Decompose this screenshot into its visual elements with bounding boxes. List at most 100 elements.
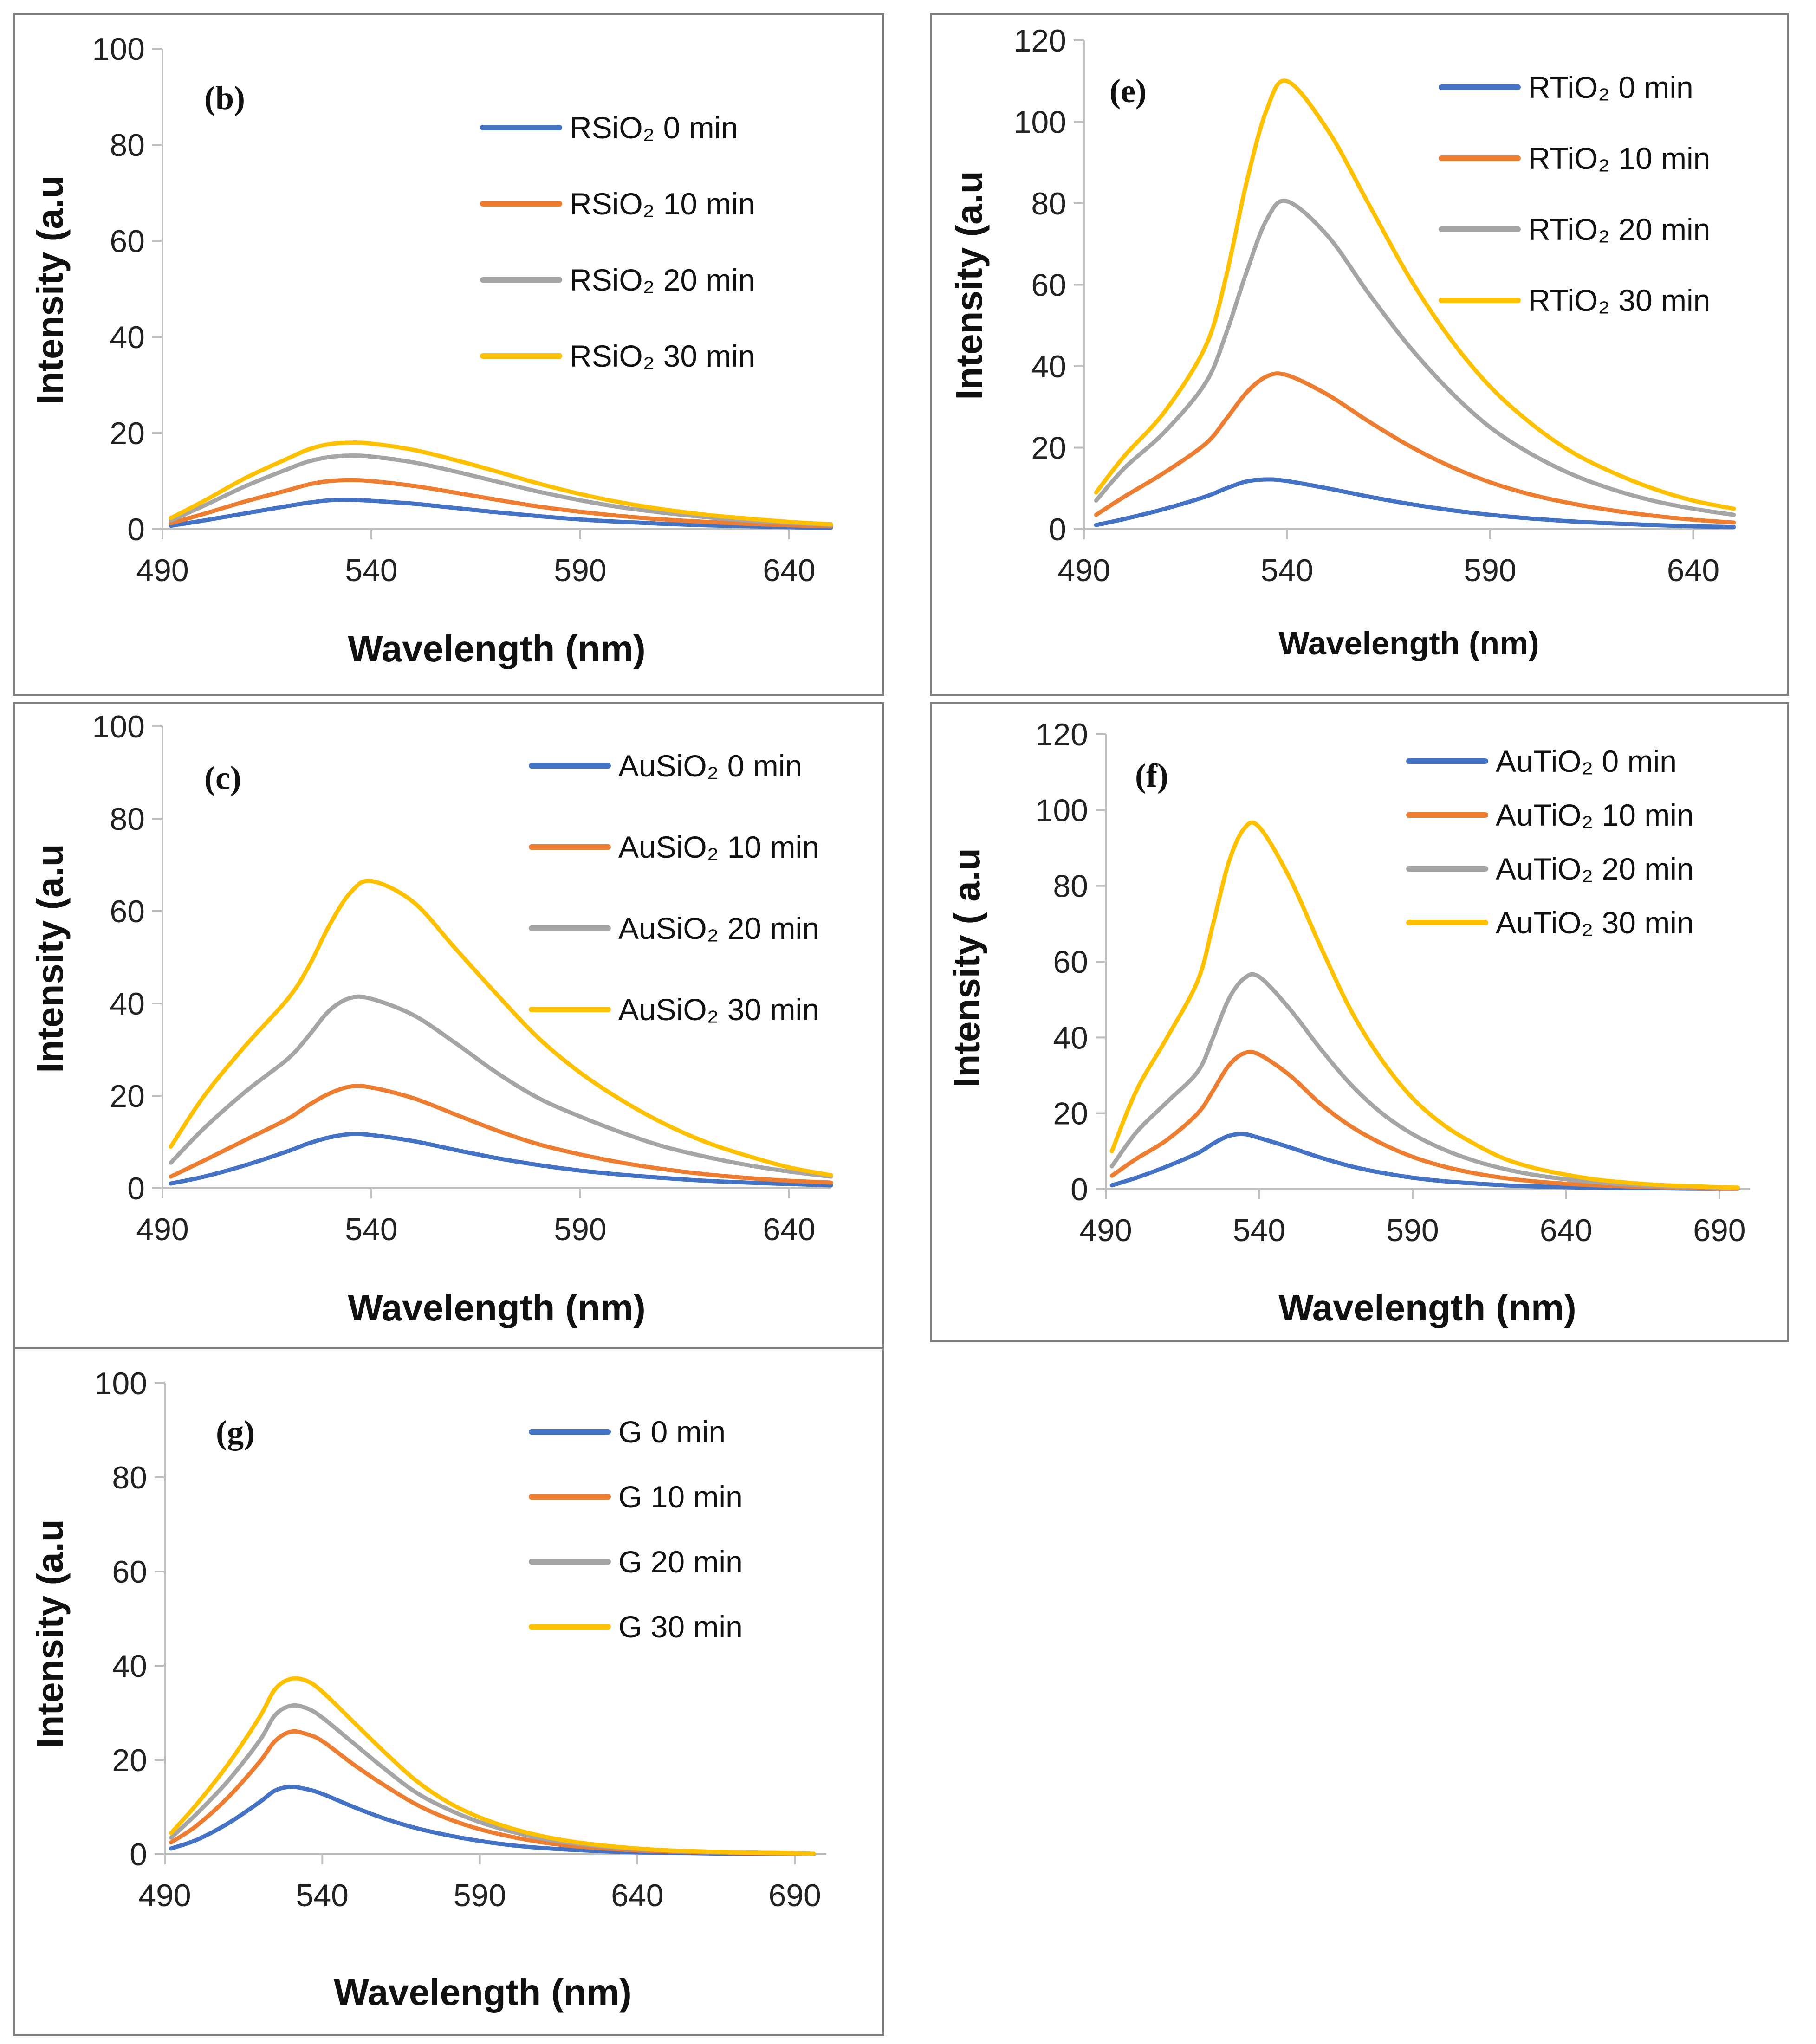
x-axis-title: Wavelength (nm) bbox=[348, 1287, 645, 1328]
y-axis-title: Intensity (a.u bbox=[29, 844, 71, 1073]
x-tick-label: 690 bbox=[1693, 1213, 1745, 1248]
legend-label: RSiO₂ 30 min bbox=[570, 339, 755, 373]
y-tick-label: 100 bbox=[1036, 793, 1088, 828]
y-tick-label: 100 bbox=[95, 1366, 147, 1401]
x-tick-label: 640 bbox=[611, 1878, 663, 1913]
panel-g: (g) Wavelength (nm) Intensity (a.u 0 20 40… bbox=[13, 1347, 884, 2036]
y-tick-label: 120 bbox=[1014, 23, 1066, 58]
x-tick-label: 540 bbox=[1233, 1213, 1285, 1248]
legend: G 0 min G 10 min G 20 min G 30 min bbox=[529, 1415, 743, 1644]
series-line-1 bbox=[1094, 371, 1736, 525]
y-tick-label: 0 bbox=[1070, 1172, 1088, 1207]
y-tick-label: 20 bbox=[1053, 1096, 1088, 1132]
y-tick-label: 40 bbox=[1031, 349, 1066, 384]
y-tick-label: 40 bbox=[110, 986, 145, 1022]
panel-label: (e) bbox=[1109, 72, 1147, 110]
panel-frame bbox=[13, 13, 884, 696]
panel-frame bbox=[13, 1347, 884, 2036]
series-line-3 bbox=[1094, 78, 1736, 511]
x-tick-label: 590 bbox=[554, 553, 606, 588]
y-tick-label: 0 bbox=[127, 512, 145, 547]
legend-label: AuTiO₂ 10 min bbox=[1496, 798, 1694, 832]
x-tick-label: 690 bbox=[768, 1878, 821, 1913]
y-tick-label: 60 bbox=[110, 224, 145, 259]
y-tick-label: 80 bbox=[110, 128, 145, 163]
panel-label: (b) bbox=[204, 79, 245, 116]
series-line-1 bbox=[169, 478, 833, 529]
y-tick-label: 0 bbox=[130, 1837, 147, 1872]
series-line-0 bbox=[1094, 477, 1736, 530]
x-tick-label: 540 bbox=[1261, 553, 1313, 588]
legend: RSiO₂ 0 min RSiO₂ 10 min RSiO₂ 20 min RSiO₂… bbox=[480, 110, 755, 373]
y-tick-label: 100 bbox=[92, 32, 145, 67]
y-tick-label: 60 bbox=[110, 894, 145, 929]
panel-label: (f) bbox=[1135, 757, 1168, 794]
legend-label: G 20 min bbox=[618, 1545, 743, 1579]
x-tick-label: 490 bbox=[1079, 1213, 1132, 1248]
series-line-3 bbox=[169, 440, 833, 527]
y-tick-label: 60 bbox=[112, 1554, 147, 1590]
legend: AuSiO₂ 0 min AuSiO₂ 10 min AuSiO₂ 20 min Au… bbox=[529, 749, 819, 1027]
panel-label: (c) bbox=[204, 759, 241, 796]
y-tick-label: 60 bbox=[1053, 944, 1088, 980]
series-line-0 bbox=[169, 1132, 833, 1188]
x-tick-label: 590 bbox=[1386, 1213, 1439, 1248]
legend-label: RTiO₂ 0 min bbox=[1528, 70, 1693, 104]
series-line-2 bbox=[169, 453, 833, 527]
y-tick-label: 80 bbox=[112, 1460, 147, 1495]
legend-label: RTiO₂ 20 min bbox=[1528, 212, 1710, 246]
y-tick-label: 100 bbox=[92, 709, 145, 744]
y-tick-label: 20 bbox=[1031, 431, 1066, 466]
y-axis-title: Intensity (a.u bbox=[948, 171, 990, 400]
legend-label: AuSiO₂ 30 min bbox=[618, 992, 819, 1027]
legend-label: AuSiO₂ 0 min bbox=[618, 749, 802, 783]
y-tick-label: 20 bbox=[112, 1743, 147, 1778]
x-tick-label: 590 bbox=[554, 1212, 606, 1247]
x-axis-title: Wavelength (nm) bbox=[1278, 625, 1539, 661]
series-line-3 bbox=[169, 1676, 816, 1856]
y-tick-label: 80 bbox=[1053, 869, 1088, 904]
y-tick-label: 40 bbox=[112, 1649, 147, 1684]
y-tick-label: 20 bbox=[110, 1079, 145, 1114]
y-tick-label: 40 bbox=[1053, 1020, 1088, 1055]
legend: RTiO₂ 0 min RTiO₂ 10 min RTiO₂ 20 min RTiO₂… bbox=[1439, 70, 1710, 317]
legend-label: RSiO₂ 20 min bbox=[570, 263, 755, 297]
panel-frame bbox=[930, 13, 1789, 696]
series-line-2 bbox=[169, 994, 833, 1179]
legend-label: RSiO₂ 0 min bbox=[570, 110, 738, 145]
y-tick-label: 20 bbox=[110, 416, 145, 451]
panel-frame bbox=[13, 702, 884, 1354]
x-tick-label: 490 bbox=[1057, 553, 1110, 588]
x-tick-label: 490 bbox=[136, 1212, 188, 1247]
x-tick-label: 590 bbox=[1464, 553, 1516, 588]
x-tick-label: 590 bbox=[454, 1878, 506, 1913]
panel-label: (g) bbox=[216, 1414, 255, 1451]
y-tick-label: 100 bbox=[1014, 105, 1066, 140]
x-tick-label: 540 bbox=[296, 1878, 349, 1913]
y-tick-label: 80 bbox=[110, 802, 145, 837]
x-tick-label: 490 bbox=[136, 553, 188, 588]
series-line-3 bbox=[169, 879, 833, 1177]
y-tick-label: 120 bbox=[1036, 717, 1088, 752]
series-line-0 bbox=[169, 498, 833, 530]
y-tick-label: 0 bbox=[127, 1171, 145, 1206]
series-line-2 bbox=[1094, 199, 1736, 517]
y-axis-title: Intensity (a.u bbox=[29, 1519, 71, 1748]
x-tick-label: 540 bbox=[345, 1212, 397, 1247]
panel-f: (f) Wavelength (nm) Intensity ( a.u 0 20 4… bbox=[930, 702, 1789, 1342]
x-tick-label: 540 bbox=[345, 553, 397, 588]
legend-label: AuTiO₂ 0 min bbox=[1496, 744, 1677, 778]
legend-label: RSiO₂ 10 min bbox=[570, 187, 755, 221]
legend-label: RTiO₂ 30 min bbox=[1528, 283, 1710, 317]
y-tick-label: 80 bbox=[1031, 186, 1066, 221]
legend-label: G 30 min bbox=[618, 1610, 743, 1644]
x-tick-label: 640 bbox=[1667, 553, 1719, 588]
panel-c: (c) Wavelength (nm) Intensity (a.u 0 20 40… bbox=[13, 702, 884, 1354]
legend-label: G 0 min bbox=[618, 1415, 726, 1449]
y-tick-label: 60 bbox=[1031, 268, 1066, 303]
y-axis-title: Intensity ( a.u bbox=[946, 848, 987, 1087]
y-axis-title: Intensity (a.u bbox=[29, 175, 71, 404]
series-line-1 bbox=[169, 1084, 833, 1185]
legend-label: AuSiO₂ 10 min bbox=[618, 830, 819, 864]
legend: AuTiO₂ 0 min AuTiO₂ 10 min AuTiO₂ 20 min Au… bbox=[1406, 744, 1694, 940]
